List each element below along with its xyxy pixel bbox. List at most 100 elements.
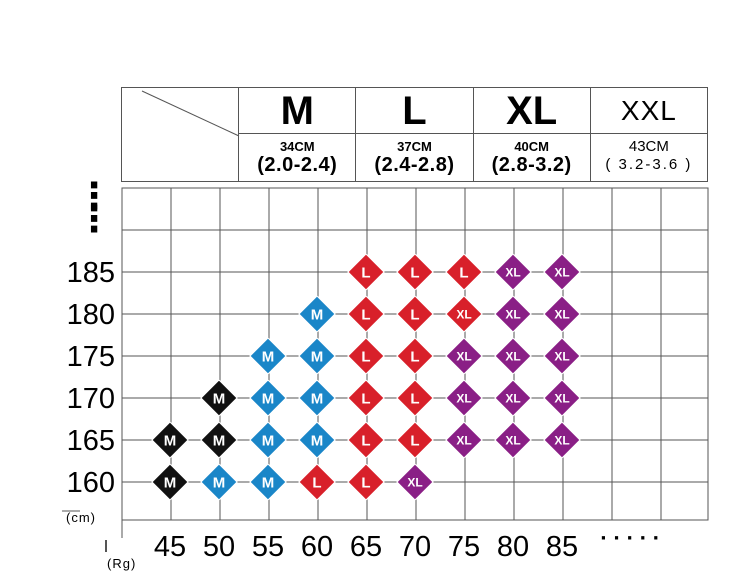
diamond-label: M bbox=[262, 474, 275, 491]
size-diamond-m bbox=[298, 379, 336, 417]
size-spec-l: 37CM (2.4-2.8) bbox=[355, 133, 474, 182]
chest-label: 43CM bbox=[628, 138, 669, 155]
size-diamond-l bbox=[396, 421, 434, 459]
x-tick-label: 55 bbox=[252, 531, 284, 563]
chest-label: 34CM bbox=[279, 139, 315, 154]
size-table: M L XL XXL 34CM (2.0-2.4) 37CM (2.4-2.8)… bbox=[120, 87, 709, 182]
x-tick-label: 50 bbox=[203, 531, 235, 563]
size-diamond-xl bbox=[494, 295, 532, 333]
diamond-label: L bbox=[361, 306, 370, 323]
size-diamond-l bbox=[396, 379, 434, 417]
y-tick-label: 165 bbox=[67, 425, 115, 457]
diamond-label: M bbox=[262, 432, 275, 449]
size-diamond-xl bbox=[445, 295, 483, 333]
x-tick-label: 70 bbox=[399, 531, 431, 563]
size-diamond-l bbox=[347, 295, 385, 333]
diamond-label: L bbox=[312, 474, 321, 491]
y-more-dots-2: ⋮ bbox=[76, 199, 112, 240]
size-diamond-xl bbox=[543, 421, 581, 459]
x-tick-label: 65 bbox=[350, 531, 382, 563]
size-diamond-l bbox=[396, 253, 434, 291]
diamond-label: XL bbox=[456, 391, 471, 405]
diamond-label: L bbox=[361, 432, 370, 449]
x-more-dots: · · · · · bbox=[600, 528, 660, 549]
size-head-xxl: XXL bbox=[589, 87, 709, 134]
size-spec-m: 34CM (2.0-2.4) bbox=[238, 133, 357, 182]
diamond-label: XL bbox=[505, 391, 520, 405]
size-diamond-l bbox=[347, 253, 385, 291]
diamond-label: M bbox=[164, 432, 177, 449]
diamond-label: L bbox=[361, 390, 370, 407]
diamond-label: XL bbox=[554, 391, 569, 405]
size-diamond-l bbox=[347, 421, 385, 459]
diamond-label: L bbox=[361, 474, 370, 491]
size-diamond-l bbox=[396, 295, 434, 333]
diamond-label: XL bbox=[456, 433, 471, 447]
size-diamond-l bbox=[347, 379, 385, 417]
size-diamond-m bbox=[151, 463, 189, 501]
diamond-label: M bbox=[311, 432, 324, 449]
size-diamond-xl bbox=[396, 463, 434, 501]
diamond-label: L bbox=[410, 264, 419, 281]
size-diamond-xl bbox=[494, 337, 532, 375]
diamond-label: XL bbox=[505, 433, 520, 447]
size-head-xl: XL bbox=[472, 87, 591, 134]
y-tick-label: 160 bbox=[67, 467, 115, 499]
diamond-label: M bbox=[311, 306, 324, 323]
diamond-label: M bbox=[213, 474, 226, 491]
size-diamond-m bbox=[200, 421, 238, 459]
diamond-label: L bbox=[410, 390, 419, 407]
size-diamond-m bbox=[249, 337, 287, 375]
diamond-label: M bbox=[213, 390, 226, 407]
diamond-label: L bbox=[459, 264, 468, 281]
size-head-m: M bbox=[238, 87, 357, 134]
size-diamond-l bbox=[347, 463, 385, 501]
diamond-label: M bbox=[262, 348, 275, 365]
diamond-label: M bbox=[164, 474, 177, 491]
diamond-label: XL bbox=[554, 349, 569, 363]
x-tick-label: 45 bbox=[154, 531, 186, 563]
diamond-label: M bbox=[311, 348, 324, 365]
size-diamond-xl bbox=[445, 379, 483, 417]
range-label: (2.0-2.4) bbox=[257, 154, 338, 176]
size-diamond-xl bbox=[494, 379, 532, 417]
x-tick-label: 80 bbox=[497, 531, 529, 563]
y-tick-label: 175 bbox=[67, 341, 115, 373]
range-label: ( 3.2-3.6 ) bbox=[605, 156, 693, 173]
size-diamond-m bbox=[249, 421, 287, 459]
diamond-label: M bbox=[213, 432, 226, 449]
diamond-label: XL bbox=[554, 307, 569, 321]
grid-frame bbox=[121, 187, 709, 521]
size-diamond-m bbox=[298, 421, 336, 459]
diamond-label: M bbox=[262, 390, 275, 407]
size-diamond-m bbox=[298, 295, 336, 333]
size-diamond-l bbox=[396, 337, 434, 375]
diamond-label: L bbox=[361, 348, 370, 365]
size-diamond-xl bbox=[543, 379, 581, 417]
diamond-label: XL bbox=[407, 475, 422, 489]
diamond-label: M bbox=[311, 390, 324, 407]
size-diamond-xl bbox=[543, 337, 581, 375]
x-tick-label: 85 bbox=[546, 531, 578, 563]
size-diamond-m bbox=[200, 463, 238, 501]
diamond-label: XL bbox=[505, 349, 520, 363]
y-tick-label: 170 bbox=[67, 383, 115, 415]
diamond-label: XL bbox=[505, 265, 520, 279]
size-diamond-xl bbox=[445, 421, 483, 459]
size-spec-xxl: 43CM ( 3.2-3.6 ) bbox=[589, 133, 709, 182]
size-diamond-xl bbox=[543, 253, 581, 291]
size-diamond-l bbox=[445, 253, 483, 291]
diamond-label: XL bbox=[456, 307, 471, 321]
size-diamond-m bbox=[200, 379, 238, 417]
size-diamond-xl bbox=[494, 421, 532, 459]
size-diamond-xl bbox=[445, 337, 483, 375]
size-diamond-xl bbox=[494, 253, 532, 291]
size-diamond-m bbox=[249, 379, 287, 417]
x-tick-label: 75 bbox=[448, 531, 480, 563]
diamond-label: XL bbox=[456, 349, 471, 363]
chest-label: 37CM bbox=[397, 139, 432, 154]
y-tick-label: 185 bbox=[67, 257, 115, 289]
diamond-label: XL bbox=[505, 307, 520, 321]
diamond-label: XL bbox=[554, 433, 569, 447]
